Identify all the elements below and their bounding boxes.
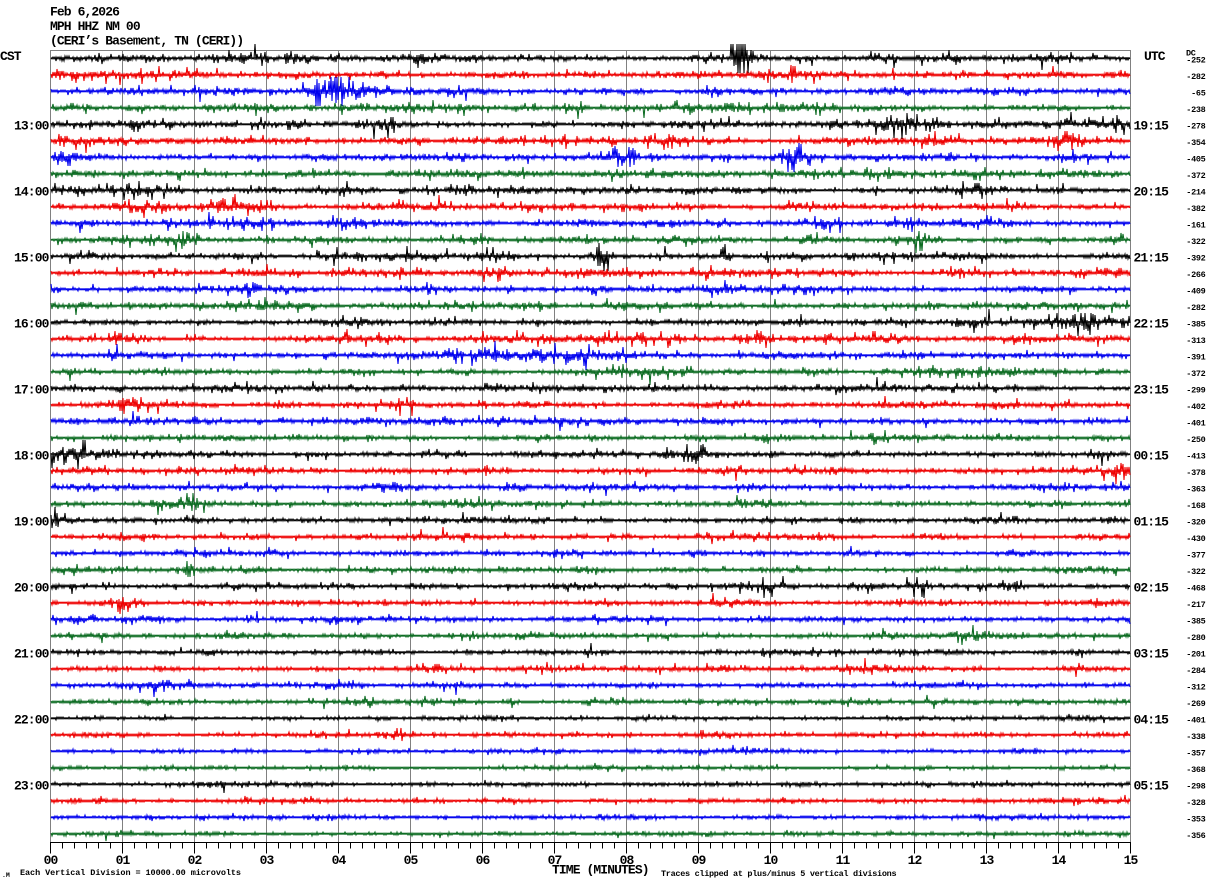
svg-text:09: 09: [692, 853, 707, 868]
svg-text:03: 03: [260, 853, 275, 868]
svg-text:-322: -322: [1186, 567, 1205, 577]
svg-text:20:15: 20:15: [1134, 185, 1170, 200]
svg-text:14: 14: [1052, 853, 1067, 868]
svg-text:-409: -409: [1186, 286, 1205, 296]
svg-text:-401: -401: [1186, 418, 1205, 428]
svg-text:-322: -322: [1186, 237, 1205, 247]
svg-text:-201: -201: [1186, 649, 1205, 659]
svg-text:-250: -250: [1186, 435, 1205, 445]
svg-text:-372: -372: [1186, 369, 1205, 379]
svg-text:-298: -298: [1186, 781, 1205, 791]
svg-text:16:00: 16:00: [14, 317, 50, 332]
svg-text:13:00: 13:00: [14, 119, 50, 134]
svg-text:22:00: 22:00: [14, 713, 50, 728]
svg-text:06: 06: [476, 853, 491, 868]
svg-text:-269: -269: [1186, 699, 1205, 709]
svg-text:-278: -278: [1186, 121, 1205, 131]
svg-text:-214: -214: [1186, 187, 1205, 197]
svg-text:-320: -320: [1186, 517, 1205, 527]
svg-text:Each Vertical Division = 10000: Each Vertical Division = 10000.00 microv…: [20, 868, 241, 878]
svg-text:-382: -382: [1186, 204, 1205, 214]
svg-text:-338: -338: [1186, 732, 1205, 742]
svg-text:05:15: 05:15: [1134, 779, 1170, 794]
svg-text:-385: -385: [1186, 319, 1205, 329]
svg-text:01:15: 01:15: [1134, 515, 1170, 530]
svg-text:-372: -372: [1186, 171, 1205, 181]
svg-text:-282: -282: [1186, 303, 1205, 313]
svg-text:-328: -328: [1186, 798, 1205, 808]
svg-text:14:00: 14:00: [14, 185, 50, 200]
svg-text:-468: -468: [1186, 583, 1205, 593]
svg-text:12: 12: [908, 853, 923, 868]
svg-text:-356: -356: [1186, 831, 1205, 841]
svg-text:02: 02: [188, 853, 203, 868]
svg-text:-391: -391: [1186, 352, 1205, 362]
svg-text:UTC: UTC: [1144, 49, 1166, 64]
svg-text:18:00: 18:00: [14, 449, 50, 464]
svg-text:19:00: 19:00: [14, 515, 50, 530]
svg-text:23:00: 23:00: [14, 779, 50, 794]
svg-text:22:15: 22:15: [1134, 317, 1170, 332]
svg-text:08: 08: [620, 853, 635, 868]
svg-text:(CERI’s Basement, TN (CERI)): (CERI’s Basement, TN (CERI)): [50, 33, 243, 48]
svg-text:13: 13: [980, 853, 995, 868]
svg-text:-402: -402: [1186, 402, 1205, 412]
svg-text:-405: -405: [1186, 154, 1205, 164]
svg-text:20:00: 20:00: [14, 581, 50, 596]
svg-text:-282: -282: [1186, 72, 1205, 82]
svg-text:-280: -280: [1186, 633, 1205, 643]
svg-text:05: 05: [404, 853, 419, 868]
svg-text:-392: -392: [1186, 253, 1205, 263]
svg-text:-378: -378: [1186, 468, 1205, 478]
svg-text:19:15: 19:15: [1134, 119, 1170, 134]
svg-text:04: 04: [332, 853, 347, 868]
svg-text:TIME (MINUTES): TIME (MINUTES): [552, 863, 649, 878]
svg-text:-353: -353: [1186, 814, 1205, 824]
svg-text:02:15: 02:15: [1134, 581, 1170, 596]
svg-text:-363: -363: [1186, 484, 1205, 494]
svg-text:-312: -312: [1186, 682, 1205, 692]
svg-text:Feb 6,2026: Feb 6,2026: [50, 4, 120, 19]
svg-text:07: 07: [548, 853, 562, 868]
svg-text:.M: .M: [2, 872, 10, 879]
svg-text:-354: -354: [1186, 138, 1205, 148]
svg-text:-299: -299: [1186, 385, 1205, 395]
svg-text:21:15: 21:15: [1134, 251, 1170, 266]
svg-text:17:00: 17:00: [14, 383, 50, 398]
svg-text:-313: -313: [1186, 336, 1205, 346]
svg-text:10: 10: [764, 853, 779, 868]
svg-text:-368: -368: [1186, 765, 1205, 775]
svg-text:04:15: 04:15: [1134, 713, 1170, 728]
svg-text:-401: -401: [1186, 715, 1205, 725]
svg-text:Traces clipped at plus/minus 5: Traces clipped at plus/minus 5 vertical …: [661, 869, 896, 879]
svg-text:23:15: 23:15: [1134, 383, 1170, 398]
svg-text:03:15: 03:15: [1134, 647, 1170, 662]
svg-text:-385: -385: [1186, 616, 1205, 626]
svg-text:MPH HHZ NM 00: MPH HHZ NM 00: [50, 19, 141, 34]
svg-text:-413: -413: [1186, 451, 1205, 461]
svg-text:-252: -252: [1186, 55, 1205, 65]
svg-text:-238: -238: [1186, 105, 1205, 115]
svg-text:DC: DC: [1186, 49, 1196, 59]
svg-text:21:00: 21:00: [14, 647, 50, 662]
svg-text:-377: -377: [1186, 550, 1205, 560]
svg-text:-161: -161: [1186, 220, 1205, 230]
svg-text:01: 01: [116, 853, 131, 868]
svg-text:-284: -284: [1186, 666, 1205, 676]
svg-text:CST: CST: [0, 49, 22, 64]
svg-text:-65: -65: [1191, 88, 1206, 98]
svg-text:-357: -357: [1186, 748, 1205, 758]
svg-text:-168: -168: [1186, 501, 1205, 511]
svg-text:00:15: 00:15: [1134, 449, 1170, 464]
svg-text:11: 11: [836, 853, 851, 868]
svg-text:00: 00: [44, 853, 59, 868]
svg-text:15:00: 15:00: [14, 251, 50, 266]
svg-text:-430: -430: [1186, 534, 1205, 544]
svg-text:-266: -266: [1186, 270, 1205, 280]
svg-text:15: 15: [1124, 853, 1139, 868]
svg-text:-217: -217: [1186, 600, 1205, 610]
